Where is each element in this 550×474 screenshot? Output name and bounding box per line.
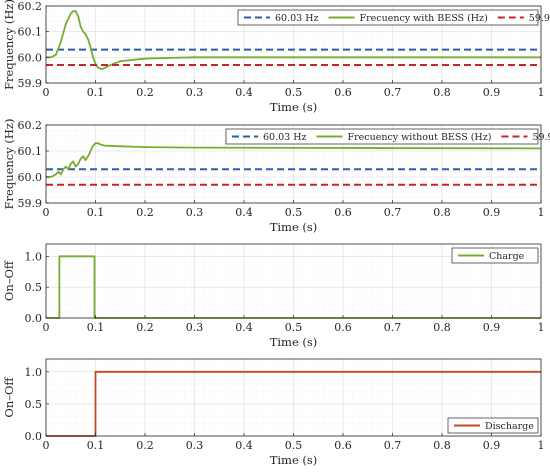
legend-label: 59.97 Hz: [529, 13, 550, 24]
x-tick-label: 0.3: [186, 439, 204, 452]
x-tick-label: 0.5: [285, 439, 303, 452]
x-tick-label: 0.6: [334, 439, 352, 452]
y-tick-label: 59.9: [18, 77, 43, 90]
chart-panel-4: 0 0.1 0.2 0.3 0.4 0.5 0.6 0.7 0.8 0.9 1 0.0 0.5 1.0 Ti…: [2, 358, 545, 467]
x-tick-label: 0.4: [235, 321, 253, 334]
x-tick-label: 0.9: [483, 86, 501, 99]
x-tick-label: 0.4: [235, 206, 253, 219]
x-tick-label: 0.9: [483, 321, 501, 334]
x-tick-label: 0.5: [285, 321, 303, 334]
legend: 60.03 Hz Frecuency with BESS (Hz) 59.97 Hz: [237, 9, 550, 26]
x-tick-label: 0.7: [384, 86, 402, 99]
x-tick-label: 0: [43, 206, 50, 219]
y-axis-label: Frequency (Hz): [2, 0, 16, 90]
legend-label: Discharge: [485, 421, 534, 432]
x-axis-label: Time (s): [270, 335, 318, 349]
series-line-2: [46, 10, 541, 70]
x-tick-label: 0.8: [433, 321, 451, 334]
legend-label: Charge: [489, 251, 525, 262]
legend-box: [237, 9, 539, 26]
x-tick-label: 0.9: [483, 206, 501, 219]
y-tick-label: 60.2: [18, 0, 43, 13]
x-tick-label: 0: [43, 439, 50, 452]
x-tick-label: 0.7: [384, 439, 402, 452]
x-tick-label: 0.3: [186, 86, 204, 99]
y-axis-label: On–Off: [2, 377, 16, 418]
x-tick-label: 0.9: [483, 439, 501, 452]
x-axis-label: Time (s): [270, 100, 318, 114]
legend-label: Frecuency with BESS (Hz): [360, 13, 488, 24]
legend-label: 60.03 Hz: [275, 13, 319, 24]
y-tick-label: 60.1: [18, 145, 43, 158]
y-tick-label: 0.0: [25, 430, 43, 443]
x-tick-label: 0.8: [433, 86, 451, 99]
x-tick-label: 0.8: [433, 206, 451, 219]
x-tick-label: 1: [538, 439, 545, 452]
legend-label: 59.97 Hz: [532, 132, 550, 143]
x-tick-label: 1: [538, 206, 545, 219]
legend-label: Frecuency without BESS (Hz): [348, 132, 492, 143]
x-tick-label: 0.4: [235, 439, 253, 452]
x-tick-label: 0.8: [433, 439, 451, 452]
x-tick-label: 0.3: [186, 321, 204, 334]
x-tick-label: 0.5: [285, 86, 303, 99]
legend-box: [225, 128, 539, 145]
chart-panel-3: 0 0.1 0.2 0.3 0.4 0.5 0.6 0.7 0.8 0.9 1 0.0 0.5 1.0 Ti…: [2, 243, 545, 349]
y-tick-label: 1.0: [25, 366, 43, 379]
x-tick-label: 0.1: [87, 86, 105, 99]
x-tick-label: 0.2: [136, 206, 154, 219]
x-tick-label: 0.2: [136, 439, 154, 452]
x-tick-label: 0: [43, 86, 50, 99]
series-line-2: [46, 142, 542, 178]
x-tick-label: 1: [538, 86, 545, 99]
x-tick-label: 0.1: [87, 321, 105, 334]
x-tick-label: 0.6: [334, 206, 352, 219]
y-axis-label: On–Off: [2, 260, 16, 301]
chart-panel-1: 0 0.1 0.2 0.3 0.4 0.5 0.6 0.7 0.8 0.9 1 59.9 60.0 60.…: [2, 0, 550, 114]
y-tick-label: 60.0: [18, 51, 43, 64]
y-tick-label: 60.2: [18, 119, 43, 132]
x-axis-label: Time (s): [270, 453, 318, 467]
x-tick-label: 0.1: [87, 206, 105, 219]
legend-box: [451, 247, 539, 264]
y-tick-label: 0.5: [25, 398, 43, 411]
legend: Discharge: [447, 417, 539, 434]
y-tick-label: 60.1: [18, 26, 43, 39]
y-tick-label: 0.5: [25, 281, 43, 294]
legend-box: [447, 417, 539, 434]
chart-panel-2: 0 0.1 0.2 0.3 0.4 0.5 0.6 0.7 0.8 0.9 1 59.9 60.0 60.…: [2, 119, 550, 234]
x-tick-label: 1: [538, 321, 545, 334]
x-tick-label: 0.2: [136, 86, 154, 99]
y-tick-label: 1.0: [25, 250, 43, 263]
y-tick-label: 60.0: [18, 171, 43, 184]
legend: 60.03 Hz Frecuency without BESS (Hz) 59.97…: [225, 128, 550, 145]
x-tick-label: 0.3: [186, 206, 204, 219]
y-tick-label: 59.9: [18, 197, 43, 210]
x-tick-label: 0.7: [384, 206, 402, 219]
x-tick-label: 0.1: [87, 439, 105, 452]
x-axis-label: Time (s): [270, 220, 318, 234]
x-tick-label: 0.6: [334, 86, 352, 99]
x-tick-label: 0.5: [285, 206, 303, 219]
x-tick-label: 0.4: [235, 86, 253, 99]
legend-label: 60.03 Hz: [263, 132, 307, 143]
x-tick-label: 0.7: [384, 321, 402, 334]
x-tick-label: 0.2: [136, 321, 154, 334]
x-tick-label: 0.6: [334, 321, 352, 334]
y-tick-label: 0.0: [25, 312, 43, 325]
legend: Charge: [451, 247, 539, 264]
x-tick-label: 0: [43, 321, 50, 334]
y-axis-label: Frequency (Hz): [2, 119, 16, 210]
